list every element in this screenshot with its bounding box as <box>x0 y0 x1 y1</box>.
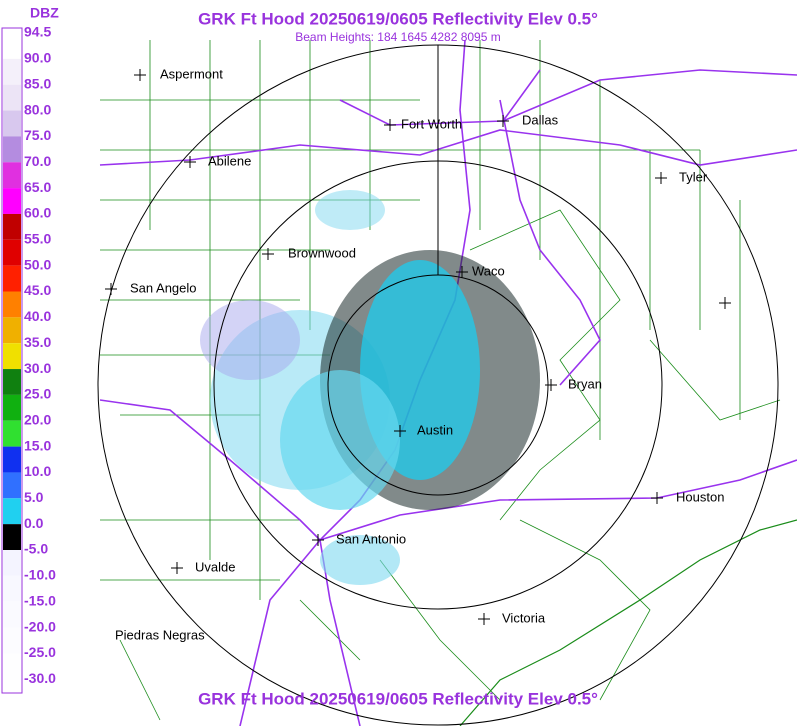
colorbar-band <box>3 550 21 576</box>
city-label: Piedras Negras <box>115 627 205 642</box>
city-marker <box>312 534 324 546</box>
legend-label: 94.5 <box>24 24 51 40</box>
legend-label: 45.0 <box>24 282 51 298</box>
legend-label: 35.0 <box>24 334 51 350</box>
city-label: Brownwood <box>288 245 356 260</box>
colorbar-band <box>3 472 21 499</box>
legend-label: 65.0 <box>24 179 51 195</box>
colorbar-band <box>3 317 21 344</box>
colorbar-band <box>3 524 21 550</box>
colorbar-band <box>3 575 21 602</box>
colorbar: 94.5 90.0 85.0 80.0 75.0 70.0 65.0 60.0 55.0 50.0… <box>3 24 56 686</box>
legend-label: 40.0 <box>24 308 51 324</box>
city-label: Tyler <box>679 169 708 184</box>
city-marker <box>384 119 396 131</box>
colorbar-band <box>3 446 21 473</box>
legend-label: 15.0 <box>24 437 51 453</box>
legend-label: 25.0 <box>24 386 51 402</box>
colorbar-band <box>3 498 21 525</box>
city-marker <box>651 492 663 504</box>
colorbar-band <box>3 601 21 628</box>
legend-label: -5.0 <box>24 541 48 557</box>
colorbar-band <box>3 291 21 318</box>
legend-label: 30.0 <box>24 360 51 376</box>
city-label: San Antonio <box>336 531 406 546</box>
colorbar-band <box>3 213 21 240</box>
city-marker <box>655 172 667 184</box>
city-label: Fort Worth <box>401 116 462 131</box>
colorbar-band <box>3 343 21 370</box>
city-label: Houston <box>676 489 724 504</box>
legend-label: -20.0 <box>24 618 56 634</box>
legend-label: 50.0 <box>24 256 51 272</box>
city-marker <box>456 266 468 278</box>
colorbar-band <box>3 394 21 421</box>
city-label: Austin <box>417 422 453 437</box>
legend-label: -25.0 <box>24 644 56 660</box>
legend-label: 55.0 <box>24 231 51 247</box>
colorbar-band <box>3 627 21 654</box>
city-label: Abilene <box>208 153 251 168</box>
reflectivity-echo <box>200 190 540 585</box>
legend-label: 5.0 <box>24 489 44 505</box>
city-label: Waco <box>472 263 505 278</box>
colorbar-band <box>3 58 21 85</box>
city-label: Aspermont <box>160 66 223 81</box>
colorbar-band <box>3 33 21 59</box>
legend-label: 0.0 <box>24 515 44 531</box>
city-marker <box>134 69 146 81</box>
base-map <box>99 39 797 726</box>
legend-label: -15.0 <box>24 592 56 608</box>
city-marker <box>262 248 274 260</box>
legend-label: 90.0 <box>24 50 51 66</box>
city-label: San Angelo <box>130 280 197 295</box>
city-marker <box>545 379 557 391</box>
city-label: Uvalde <box>195 559 235 574</box>
city-marker <box>497 115 509 127</box>
city-marker <box>394 425 406 437</box>
legend-label: -10.0 <box>24 567 56 583</box>
subtitle: Beam Heights: 184 1645 4282 8095 m <box>295 30 500 44</box>
footer-title: GRK Ft Hood 20250619/0605 Reflectivity E… <box>198 689 598 708</box>
colorbar-band <box>3 420 21 447</box>
city-marker <box>184 156 196 168</box>
city-label: Victoria <box>502 610 546 625</box>
city-markers: Aspermont Fort Worth Dallas Abilene Tyler Bro… <box>105 66 724 642</box>
city-marker <box>105 283 117 295</box>
legend-label: -30.0 <box>24 670 56 686</box>
legend-label: 75.0 <box>24 127 51 143</box>
legend-label: 60.0 <box>24 205 51 221</box>
title: GRK Ft Hood 20250619/0605 Reflectivity E… <box>198 9 598 28</box>
city-marker <box>171 562 183 574</box>
colorbar-band <box>3 369 21 395</box>
city-marker <box>478 613 490 625</box>
colorbar-band <box>3 265 21 292</box>
colorbar-band <box>3 188 21 214</box>
legend-label: 85.0 <box>24 75 51 91</box>
legend-label: 10.0 <box>24 463 51 479</box>
range-rings <box>97 44 779 726</box>
city-label: Dallas <box>522 112 559 127</box>
city-marker <box>719 297 731 309</box>
colorbar-band <box>3 162 21 189</box>
legend-label: 70.0 <box>24 153 51 169</box>
legend-label: 80.0 <box>24 101 51 117</box>
colorbar-band <box>3 136 21 163</box>
colorbar-band <box>3 239 21 266</box>
colorbar-band <box>3 110 21 137</box>
colorbar-band <box>3 653 21 680</box>
city-label: Bryan <box>568 376 602 391</box>
legend-label: 20.0 <box>24 411 51 427</box>
colorbar-band <box>3 84 21 111</box>
legend-unit: DBZ <box>30 5 59 21</box>
